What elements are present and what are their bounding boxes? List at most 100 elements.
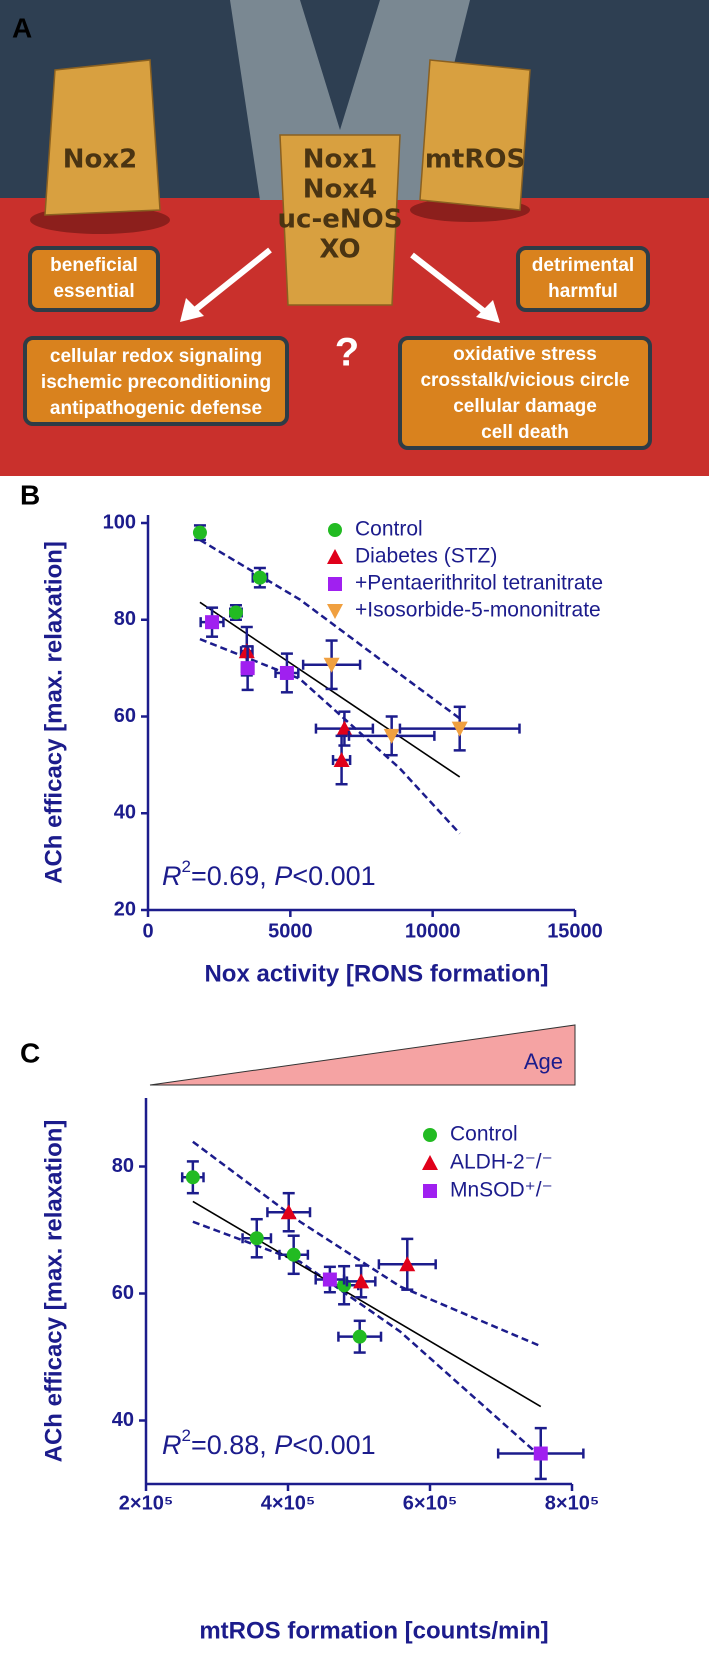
point [323,657,340,673]
regression-line [192,1200,542,1408]
point [333,752,350,768]
cup-label: Nox2 [63,145,137,175]
x-tick-label: 8×10⁵ [545,1492,599,1514]
y-axis-title: ACh efficacy [max. relaxation] [40,541,67,884]
y-tick-label: 100 [103,511,136,533]
point [280,1204,297,1220]
legend-label: +Pentaerithritol tetranitrate [355,572,603,595]
panel-label: C [20,1037,40,1068]
arrow-head [180,298,204,322]
banner-label: Age [524,1049,563,1074]
x-tick-label: 4×10⁵ [261,1492,315,1514]
legend-marker [327,549,343,564]
y-tick-label: 80 [114,608,136,630]
arrow [410,252,487,315]
annotation-part: P [274,1430,292,1460]
cup-label: Nox4 [303,175,377,205]
confidence-band [199,538,461,720]
box-text: essential [53,281,134,302]
point [451,721,468,737]
confidence-band [192,1220,542,1458]
point [399,1256,416,1272]
annotation-part: 2 [182,857,191,876]
box-text: cellular damage [453,396,597,417]
box [398,336,652,450]
legend-label: ALDH-2⁻/⁻ [450,1151,553,1174]
panel-label: A [12,12,32,43]
point [252,570,267,585]
cup-label: mtROS [425,145,525,175]
y-tick-label: 40 [112,1409,134,1431]
annotation-part: P [274,861,292,891]
box [28,246,160,312]
x-tick-label: 15000 [547,920,603,942]
cup [419,59,531,211]
x-tick-label: 10000 [405,920,461,942]
y-tick-label: 20 [114,898,136,920]
annotation-part: =0.88, [191,1430,274,1460]
legend-marker [423,1184,437,1198]
box-text: antipathogenic defense [50,398,262,419]
confidence-band [192,1140,542,1348]
point [383,728,400,744]
point [352,1329,367,1344]
legend-label: Control [355,518,423,541]
illustration: Nox2 mtROS Nox1 Nox4 uc-eNOS XO benefici… [0,0,709,476]
arrow [193,247,272,313]
annotation-part: <0.001 [292,861,375,891]
annotation: R2=0.88, P<0.001 [162,1426,376,1460]
point [286,1247,301,1262]
cup-label: Nox1 [303,145,377,175]
annotation-part: 2 [182,1426,191,1445]
box-text: cellular redox signaling [50,346,262,367]
box-text: crosstalk/vicious circle [420,370,629,391]
box-text: detrimental [532,255,634,276]
y-tick-label: 80 [112,1155,134,1177]
cup [279,134,401,306]
box-text: cell death [481,422,569,443]
legend-label: MnSOD⁺/⁻ [450,1179,553,1202]
point [322,1272,337,1287]
point [228,605,243,620]
point [185,1170,200,1185]
point [353,1273,370,1289]
box-text: oxidative stress [453,344,597,365]
point [205,615,220,630]
annotation-part: R [162,1430,182,1460]
x-tick-label: 0 [142,920,153,942]
box-text: beneficial [50,255,138,276]
legend-label: Diabetes (STZ) [355,545,497,568]
legend-marker [328,523,342,537]
question-mark: ? [335,331,359,375]
annotation-part: =0.69, [191,861,274,891]
legend-marker [423,1128,437,1142]
panel-label: B [20,479,40,510]
point [279,665,294,680]
legend-label: +Isosorbide-5-mononitrate [355,599,601,622]
box [23,336,289,426]
y-tick-label: 40 [114,802,136,824]
y-tick-label: 60 [112,1282,134,1304]
box-text: ischemic preconditioning [41,372,271,393]
annotation: R2=0.69, P<0.001 [162,857,376,891]
arrow-head [476,300,500,323]
point [533,1446,548,1461]
point [192,525,207,540]
legend-marker [328,577,342,591]
legend-label: Control [450,1123,518,1146]
x-tick-label: 6×10⁵ [403,1492,457,1514]
legend-marker [327,604,343,619]
cup [44,59,161,216]
x-axis-title: Nox activity [RONS formation] [204,960,548,987]
annotation-part: <0.001 [292,1430,375,1460]
annotation-part: R [162,861,182,891]
x-axis-title: mtROS formation [counts/min] [199,1617,548,1644]
point [249,1231,264,1246]
point [240,661,255,676]
box [516,246,650,312]
box-text: harmful [548,281,618,302]
y-axis-title: ACh efficacy [max. relaxation] [40,1120,67,1463]
x-tick-label: 5000 [268,920,313,942]
y-tick-label: 60 [114,705,136,727]
